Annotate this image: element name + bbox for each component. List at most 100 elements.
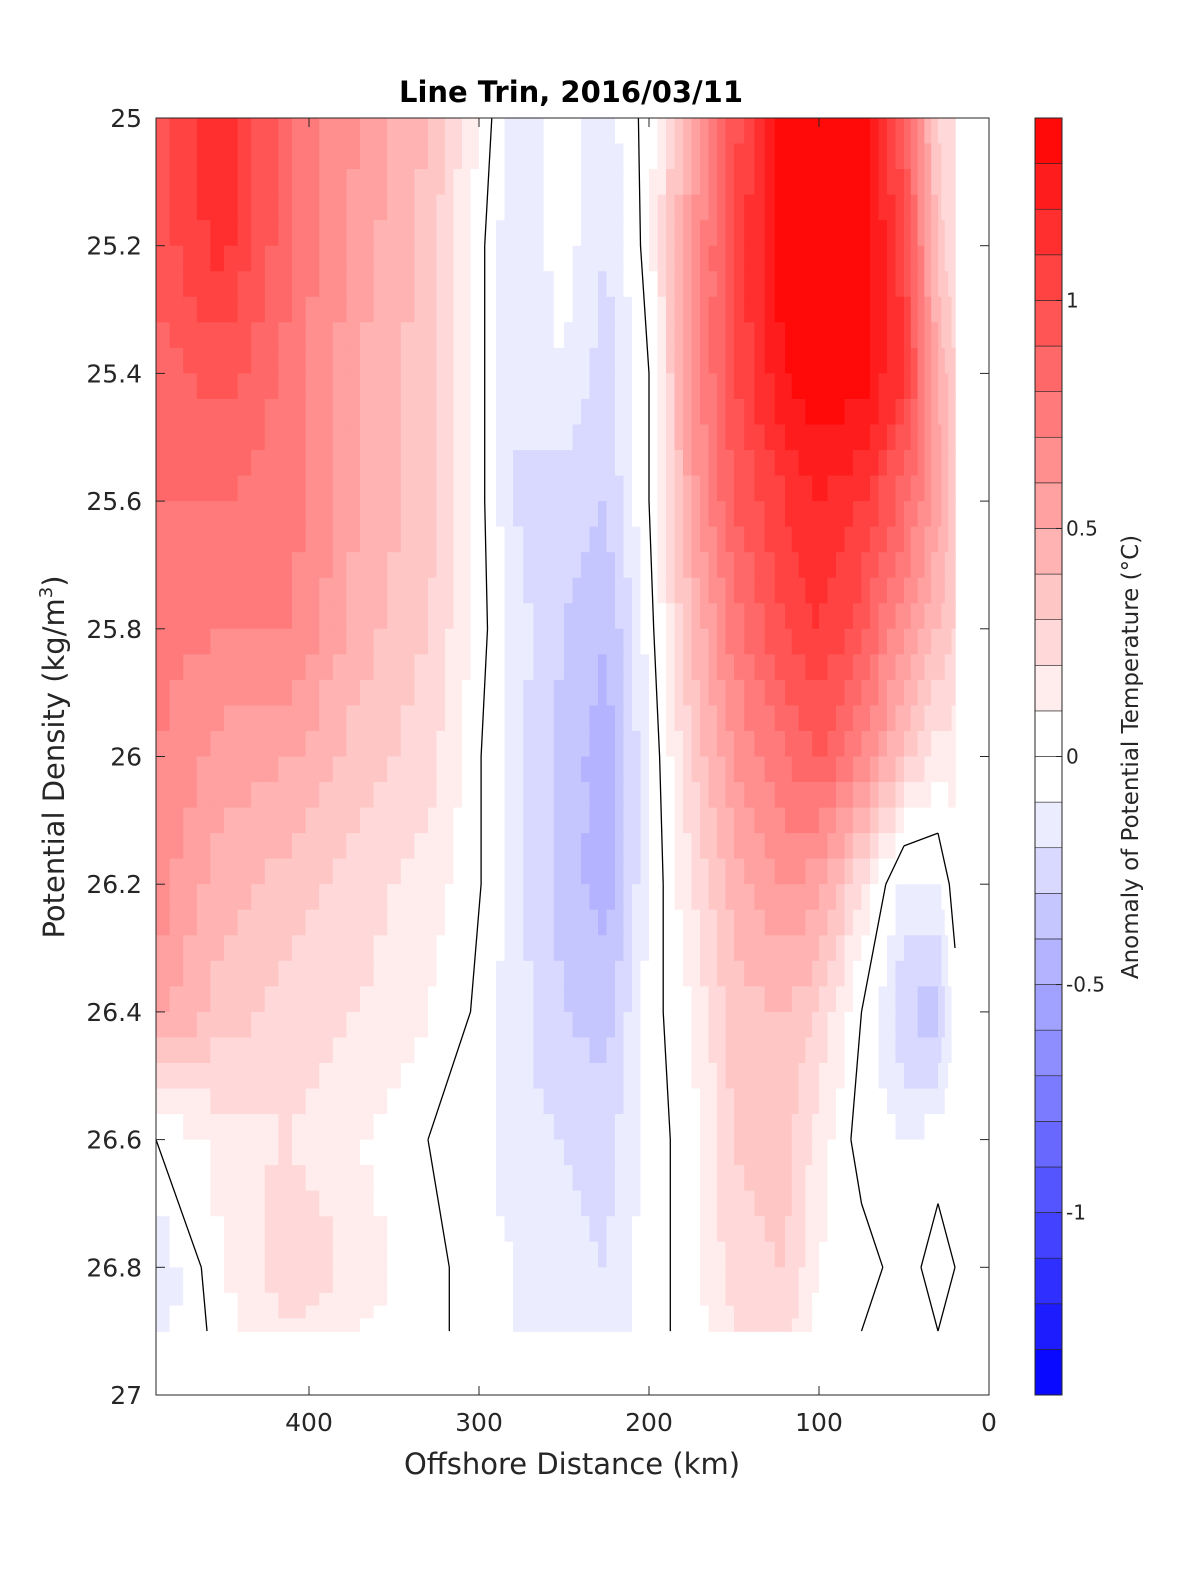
contour-cell [453, 271, 463, 298]
contour-cell [938, 1267, 943, 1281]
contour-cell [941, 1088, 946, 1115]
contour-cell [632, 730, 642, 758]
y-tick-label: 26 [110, 743, 142, 772]
contour-cell [812, 1241, 820, 1268]
contour-cell [951, 194, 956, 221]
contour-cell [827, 1011, 837, 1039]
contour-cell [504, 960, 514, 988]
contour-cell [744, 756, 756, 783]
contour-cell [910, 450, 919, 477]
contour-cell [836, 628, 846, 656]
contour-cell [292, 373, 307, 400]
contour-cell [589, 169, 599, 196]
contour-cell [812, 807, 820, 834]
contour-cell [819, 1280, 829, 1294]
contour-cell [264, 296, 280, 324]
contour-cell [487, 756, 497, 783]
contour-cell [657, 245, 667, 272]
contour-cell [251, 1037, 266, 1064]
contour-cell [931, 960, 939, 988]
contour-cell [657, 1305, 667, 1320]
contour-cell [237, 1139, 252, 1166]
contour-cell [734, 1114, 745, 1141]
contour-cell [264, 398, 280, 426]
contour-cell [387, 1241, 402, 1268]
contour-cell [805, 245, 813, 272]
contour-cell [572, 501, 582, 528]
contour-cell [572, 526, 582, 553]
contour-cell [657, 194, 667, 221]
contour-cell [479, 782, 489, 809]
contour-cell [819, 450, 829, 477]
contour-cell [156, 679, 171, 707]
contour-cell [332, 347, 348, 375]
contour-cell [640, 1216, 650, 1243]
contour-cell [844, 833, 854, 860]
contour-cell [332, 1280, 348, 1294]
contour-cell [666, 628, 676, 656]
contour-cell [553, 1114, 565, 1141]
contour-cell [683, 807, 693, 834]
contour-cell [606, 1139, 616, 1166]
contour-cell [812, 1190, 820, 1217]
contour-cell [717, 1267, 727, 1281]
contour-cell [504, 1280, 514, 1294]
contour-cell [861, 1088, 871, 1115]
contour-cell [436, 986, 446, 1013]
contour-cell [496, 526, 506, 553]
contour-cell [917, 1139, 926, 1166]
contour-cell [572, 909, 582, 936]
contour-cell [428, 1165, 438, 1192]
contour-cell [640, 475, 650, 502]
contour-cell [944, 603, 949, 630]
contour-cell [785, 1062, 793, 1090]
contour-cell [589, 1190, 599, 1217]
contour-cell [725, 909, 735, 936]
contour-cell [572, 1305, 582, 1320]
contour-cell [708, 628, 718, 656]
contour-cell [400, 322, 416, 349]
contour-cell [615, 526, 625, 553]
contour-cell [387, 1292, 402, 1307]
contour-cell [196, 756, 212, 783]
contour-cell [462, 1318, 472, 1332]
contour-cell [805, 347, 813, 375]
contour-cell [292, 450, 307, 477]
contour-cell [332, 450, 348, 477]
contour-cell [606, 245, 616, 272]
contour-cell [904, 143, 912, 170]
contour-cell [428, 1318, 438, 1332]
contour-cell [470, 1011, 480, 1039]
contour-cell [183, 628, 198, 656]
contour-cell [895, 960, 905, 988]
contour-cell [938, 220, 943, 247]
contour-cell [623, 475, 633, 502]
contour-cell [632, 858, 642, 885]
contour-cell [717, 271, 727, 298]
contour-cell [725, 986, 735, 1013]
contour-cell [657, 1114, 667, 1141]
contour-cell [674, 526, 684, 553]
contour-cell [156, 1216, 171, 1243]
contour-cell [615, 782, 625, 809]
contour-cell [581, 398, 591, 426]
contour-cell [623, 986, 633, 1013]
contour-cell [513, 833, 524, 860]
contour-cell [428, 1139, 438, 1166]
contour-cell [805, 169, 813, 196]
contour-cell [414, 1088, 429, 1115]
contour-cell [754, 143, 766, 170]
contour-cell [941, 1139, 946, 1166]
contour-cell [606, 833, 616, 860]
contour-cell [169, 424, 184, 451]
contour-cell [734, 1011, 745, 1039]
contour-cell [360, 450, 375, 477]
contour-cell [387, 1267, 402, 1281]
contour-cell [428, 322, 438, 349]
contour-cell [210, 1037, 225, 1064]
contour-cell [237, 858, 252, 885]
contour-cell [844, 1165, 854, 1192]
contour-cell [861, 1216, 871, 1243]
contour-cell [332, 1318, 348, 1332]
contour-cell [910, 322, 919, 349]
